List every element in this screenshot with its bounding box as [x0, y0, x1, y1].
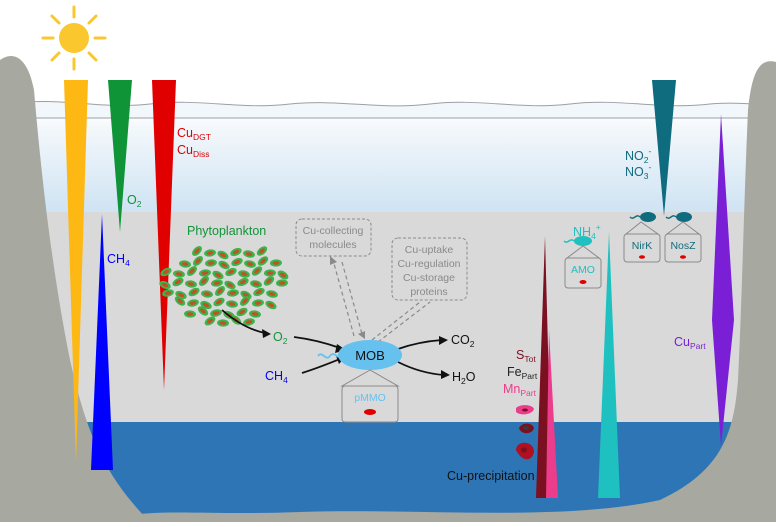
dashed-line-uptake-2	[377, 301, 431, 343]
phytoplankton-label: Phytoplankton	[187, 224, 266, 238]
no3-label: NO3-	[625, 162, 651, 181]
ch4-left-label: CH4	[107, 252, 130, 268]
nosz-enzyme-icon	[680, 255, 686, 259]
o2-mid-label: O2	[273, 330, 288, 346]
precipitate-particle-icon	[516, 405, 534, 460]
copper-particulate-wedge	[712, 114, 734, 446]
ch4-mid-label: CH4	[265, 369, 288, 385]
pmmo-box	[341, 385, 399, 423]
cu-part-label: CuPart	[674, 335, 706, 351]
cu-diss-label: CuDiss	[177, 143, 210, 159]
water-surface-line	[9, 100, 771, 119]
mob-flagellum	[317, 353, 342, 359]
dashed-arrowhead-up	[330, 256, 337, 265]
arrow-mob-h2o	[397, 361, 445, 376]
cu-uptake-line-4: proteins	[410, 286, 447, 298]
co2-label: CO2	[451, 333, 475, 349]
amo-box	[564, 257, 602, 289]
mn-part-label: MnPart	[503, 382, 537, 398]
oxygen-gradient-wedge	[108, 80, 132, 232]
nh4-label: NH4+	[573, 222, 601, 241]
nirk-label: NirK	[632, 240, 652, 252]
pmmo-enzyme-icon	[364, 409, 376, 415]
h2o-label: H2O	[452, 370, 476, 386]
cu-precipitation-label: Cu-precipitation	[447, 469, 535, 483]
fe-part-label: FePart	[507, 365, 538, 381]
arrowhead-h2o	[441, 370, 450, 379]
nirk-box	[623, 233, 661, 263]
right-shore	[110, 61, 776, 522]
arrowhead-o2	[262, 329, 271, 338]
nosz-box	[664, 233, 702, 263]
cu-collecting-box	[295, 218, 372, 257]
o2-top-label: O2	[127, 193, 142, 209]
nosz-label: NosZ	[670, 240, 696, 252]
left-shore	[0, 55, 150, 523]
arrow-phyto-o2	[221, 309, 266, 334]
epilimnion-layer	[10, 112, 770, 212]
cu-collecting-line-2: molecules	[309, 239, 356, 251]
ammonia-oxidizer-icon	[563, 236, 592, 246]
cu-uptake-box	[391, 237, 468, 301]
denitrifier-icon	[629, 212, 692, 222]
mob-label: MOB	[355, 348, 385, 363]
copper-dgt-gradient-wedge	[152, 80, 176, 390]
dashed-arrow-collect-up	[332, 259, 355, 337]
amo-enzyme-icon	[579, 280, 587, 284]
cu-uptake-line-2: Cu-regulation	[397, 258, 460, 270]
cu-uptake-line-1: Cu-uptake	[405, 244, 454, 256]
amo-label: AMO	[571, 264, 595, 276]
cu-collecting-line-1: Cu-collecting	[303, 225, 364, 237]
dashed-line-uptake	[371, 301, 421, 341]
nirk-enzyme-icon	[639, 255, 645, 259]
cu-uptake-line-3: Cu-storage	[403, 272, 455, 284]
s-tot-label: STot	[516, 348, 536, 364]
ammonium-gradient-wedge	[598, 232, 620, 498]
dashed-arrow-collect-down	[341, 261, 363, 335]
arrowhead-co2	[439, 336, 448, 345]
nitrate-gradient-wedge	[652, 80, 676, 216]
cu-dgt-label: CuDGT	[177, 126, 211, 142]
light-gradient-wedge	[64, 80, 88, 462]
no2-label: NO2-	[625, 146, 651, 165]
pmmo-label: pMMO	[354, 392, 386, 404]
manganese-gradient-wedge	[546, 330, 558, 498]
arrow-mob-co2	[397, 339, 443, 350]
arrow-ch4-mob	[301, 358, 341, 374]
methane-gradient-wedge	[91, 214, 113, 470]
sun-icon	[41, 5, 107, 71]
mob-cell-icon	[338, 340, 402, 370]
dashed-arrowhead-down	[358, 331, 365, 339]
